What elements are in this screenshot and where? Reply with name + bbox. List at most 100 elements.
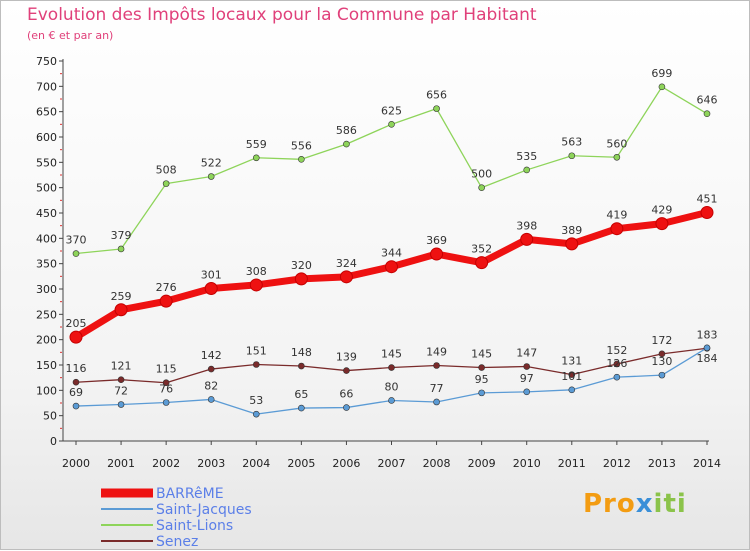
data-point — [655, 217, 669, 231]
data-label: 147 — [516, 347, 537, 360]
y-tick-label: 150 — [36, 359, 57, 372]
data-label: 500 — [471, 168, 492, 181]
data-point — [703, 344, 711, 352]
data-label: 259 — [111, 290, 132, 303]
data-label: 586 — [336, 124, 357, 137]
data-label: 142 — [201, 349, 222, 362]
y-tick-label: 750 — [36, 55, 57, 68]
data-point — [343, 404, 350, 411]
data-label: 429 — [651, 204, 672, 217]
y-tick-label: 0 — [50, 435, 57, 448]
y-tick-label: 450 — [36, 207, 57, 220]
data-label: 344 — [381, 247, 402, 260]
data-label: 145 — [471, 348, 492, 361]
data-point — [523, 388, 531, 396]
x-tick-label: 2008 — [423, 457, 451, 470]
data-point — [252, 154, 260, 162]
y-tick-label: 600 — [36, 131, 57, 144]
data-point — [433, 105, 440, 112]
x-tick-label: 2002 — [152, 457, 180, 470]
data-point — [252, 361, 260, 368]
data-point — [388, 364, 395, 371]
proxiti-logo: Proxiti — [583, 489, 687, 519]
data-label: 148 — [291, 346, 312, 359]
data-label: 121 — [111, 360, 132, 373]
data-point — [700, 205, 714, 219]
y-tick-label: 250 — [36, 308, 57, 321]
data-point — [162, 180, 170, 187]
y-tick-label: 400 — [36, 232, 57, 245]
data-point — [475, 256, 489, 270]
legend-label: Saint-Jacques — [156, 502, 252, 518]
data-label: 559 — [246, 138, 267, 151]
data-point — [298, 404, 305, 412]
data-label: 398 — [516, 219, 537, 232]
data-label: 560 — [606, 137, 627, 150]
data-point — [478, 389, 485, 397]
data-point — [207, 396, 215, 403]
data-label: 276 — [156, 281, 177, 294]
y-tick-label: 500 — [36, 182, 57, 195]
data-label: 115 — [156, 363, 177, 376]
data-label: 699 — [651, 67, 672, 80]
data-point — [294, 272, 308, 286]
data-point — [298, 155, 305, 163]
data-point — [433, 398, 440, 406]
data-label: 116 — [66, 362, 87, 375]
data-label: 184 — [697, 352, 718, 365]
data-point — [388, 397, 395, 404]
data-label: 97 — [520, 372, 534, 385]
data-label: 76 — [159, 382, 173, 395]
data-label: 556 — [291, 139, 312, 152]
data-label: 625 — [381, 104, 402, 117]
data-point — [117, 245, 125, 253]
data-label: 183 — [697, 328, 718, 341]
data-point — [249, 278, 263, 292]
data-point — [72, 378, 80, 386]
data-label: 205 — [66, 317, 87, 330]
data-point — [565, 237, 579, 251]
data-point — [430, 247, 444, 261]
data-label: 145 — [381, 348, 402, 361]
data-point — [613, 360, 621, 368]
data-point — [658, 83, 666, 91]
data-point — [117, 401, 125, 408]
x-tick-label: 2007 — [378, 457, 406, 470]
data-label: 149 — [426, 346, 447, 359]
data-point — [69, 330, 83, 344]
x-tick-label: 2009 — [468, 457, 496, 470]
data-point — [610, 222, 624, 236]
data-point — [568, 371, 576, 378]
data-label: 66 — [339, 388, 353, 401]
data-point — [343, 140, 350, 148]
data-label: 451 — [697, 192, 718, 205]
data-label: 379 — [111, 229, 132, 242]
legend-label: Senez — [156, 534, 198, 550]
legend-label: BARRêME — [156, 486, 224, 502]
chart-title: Evolution des Impôts locaux pour la Comm… — [27, 5, 537, 25]
data-label: 535 — [516, 150, 537, 163]
data-point — [568, 386, 576, 394]
data-point — [385, 260, 398, 274]
x-tick-label: 2000 — [62, 457, 90, 470]
x-tick-label: 2013 — [648, 457, 676, 470]
data-point — [478, 184, 485, 191]
y-tick-label: 200 — [36, 334, 57, 347]
data-label: 172 — [651, 334, 672, 347]
data-point — [523, 166, 531, 174]
data-label: 370 — [66, 234, 87, 247]
data-label: 126 — [606, 357, 627, 370]
data-label: 352 — [471, 243, 492, 256]
data-label: 53 — [249, 394, 263, 407]
data-label: 65 — [294, 388, 308, 401]
data-point — [72, 250, 80, 257]
x-tick-label: 2001 — [107, 457, 135, 470]
data-point — [207, 173, 215, 180]
x-tick-label: 2005 — [287, 457, 315, 470]
data-point — [339, 270, 353, 284]
data-point — [478, 364, 485, 371]
data-point — [658, 371, 666, 379]
data-label: 95 — [475, 373, 489, 386]
data-point — [117, 376, 125, 383]
